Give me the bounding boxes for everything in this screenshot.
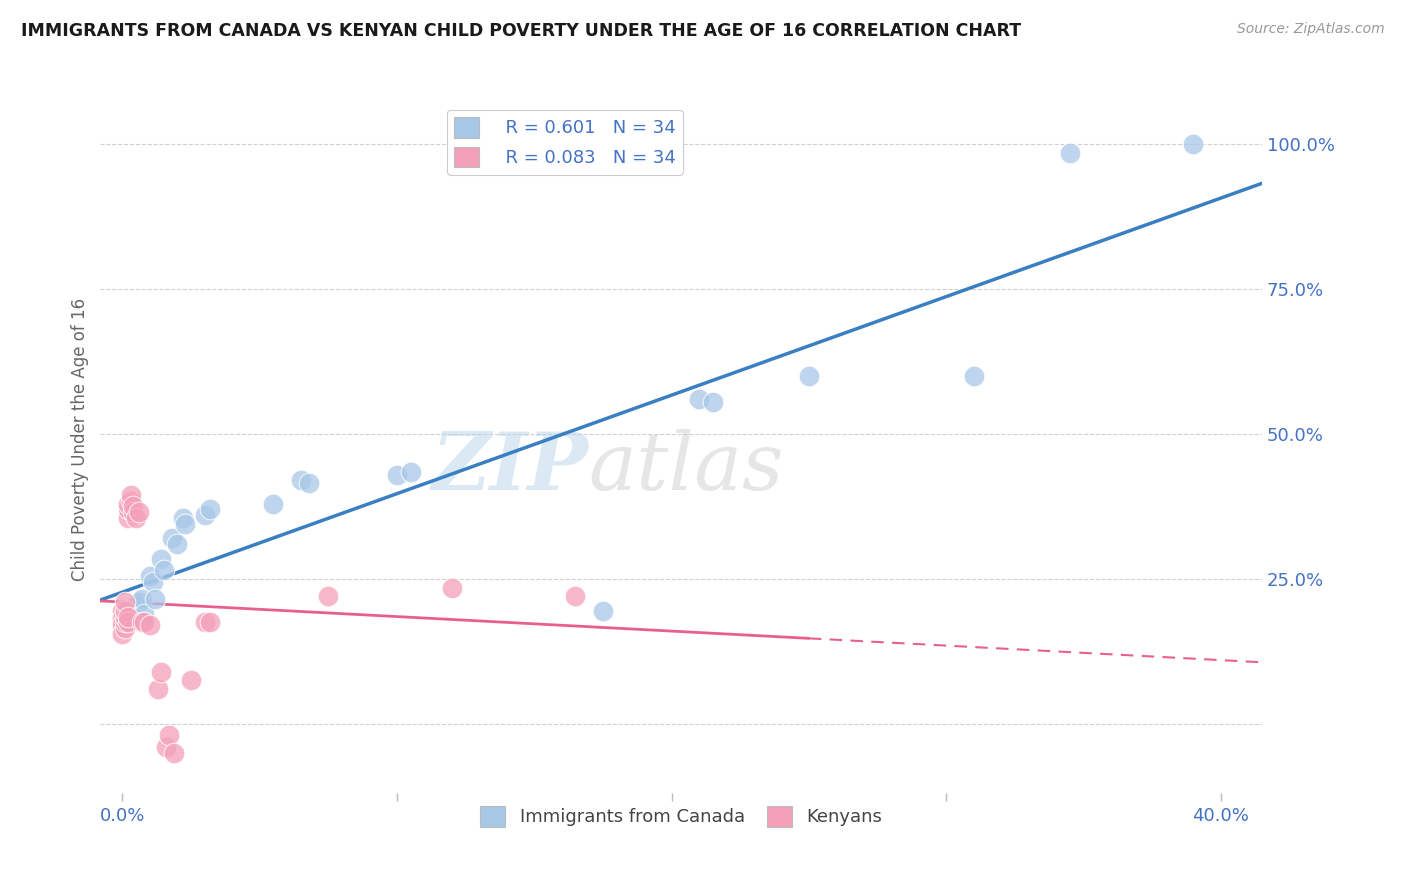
Point [797, 369, 820, 384]
Point [120, 609, 142, 624]
Point [592, 604, 614, 618]
Point [111, 627, 134, 641]
Point [160, 532, 183, 546]
Point [125, 511, 148, 525]
Point [134, 615, 156, 630]
Point [155, 739, 177, 754]
Point [120, 493, 142, 508]
Point [122, 601, 145, 615]
Point [134, 607, 156, 621]
Point [125, 604, 148, 618]
Point [117, 607, 139, 621]
Point [194, 508, 217, 523]
Point [688, 392, 710, 407]
Point [180, 673, 202, 688]
Point [262, 497, 284, 511]
Point [163, 746, 186, 760]
Point [117, 497, 139, 511]
Point [440, 581, 463, 595]
Point [114, 609, 136, 624]
Point [117, 615, 139, 630]
Point [139, 618, 162, 632]
Point [114, 604, 136, 618]
Text: Source: ZipAtlas.com: Source: ZipAtlas.com [1237, 22, 1385, 37]
Point [117, 609, 139, 624]
Text: atlas: atlas [588, 429, 783, 507]
Text: IMMIGRANTS FROM CANADA VS KENYAN CHILD POVERTY UNDER THE AGE OF 16 CORRELATION C: IMMIGRANTS FROM CANADA VS KENYAN CHILD P… [21, 22, 1021, 40]
Point [111, 613, 134, 627]
Point [564, 590, 586, 604]
Point [111, 604, 134, 618]
Point [157, 728, 180, 742]
Point [143, 592, 166, 607]
Point [117, 502, 139, 516]
Point [114, 615, 136, 630]
Point [152, 563, 174, 577]
Point [149, 551, 172, 566]
Point [174, 516, 197, 531]
Point [290, 474, 312, 488]
Point [166, 537, 188, 551]
Point [125, 598, 148, 612]
Y-axis label: Child Poverty Under the Age of 16: Child Poverty Under the Age of 16 [72, 298, 89, 582]
Point [139, 569, 162, 583]
Point [114, 621, 136, 635]
Point [111, 618, 134, 632]
Point [962, 369, 984, 384]
Point [114, 615, 136, 630]
Point [122, 505, 145, 519]
Point [194, 615, 217, 630]
Point [131, 615, 153, 630]
Point [120, 604, 142, 618]
Point [141, 574, 163, 589]
Point [198, 502, 221, 516]
Point [399, 465, 422, 479]
Point [1182, 137, 1205, 152]
Legend: Immigrants from Canada, Kenyans: Immigrants from Canada, Kenyans [472, 798, 890, 834]
Point [128, 595, 150, 609]
Text: ZIP: ZIP [432, 429, 588, 507]
Point [316, 590, 339, 604]
Point [128, 505, 150, 519]
Point [198, 615, 221, 630]
Point [122, 500, 145, 514]
Point [131, 592, 153, 607]
Point [149, 665, 172, 679]
Point [298, 476, 321, 491]
Point [702, 395, 724, 409]
Point [385, 467, 408, 482]
Point [120, 488, 142, 502]
Point [117, 511, 139, 525]
Point [1059, 146, 1081, 161]
Point [146, 681, 169, 696]
Point [114, 595, 136, 609]
Point [122, 609, 145, 624]
Point [172, 511, 194, 525]
